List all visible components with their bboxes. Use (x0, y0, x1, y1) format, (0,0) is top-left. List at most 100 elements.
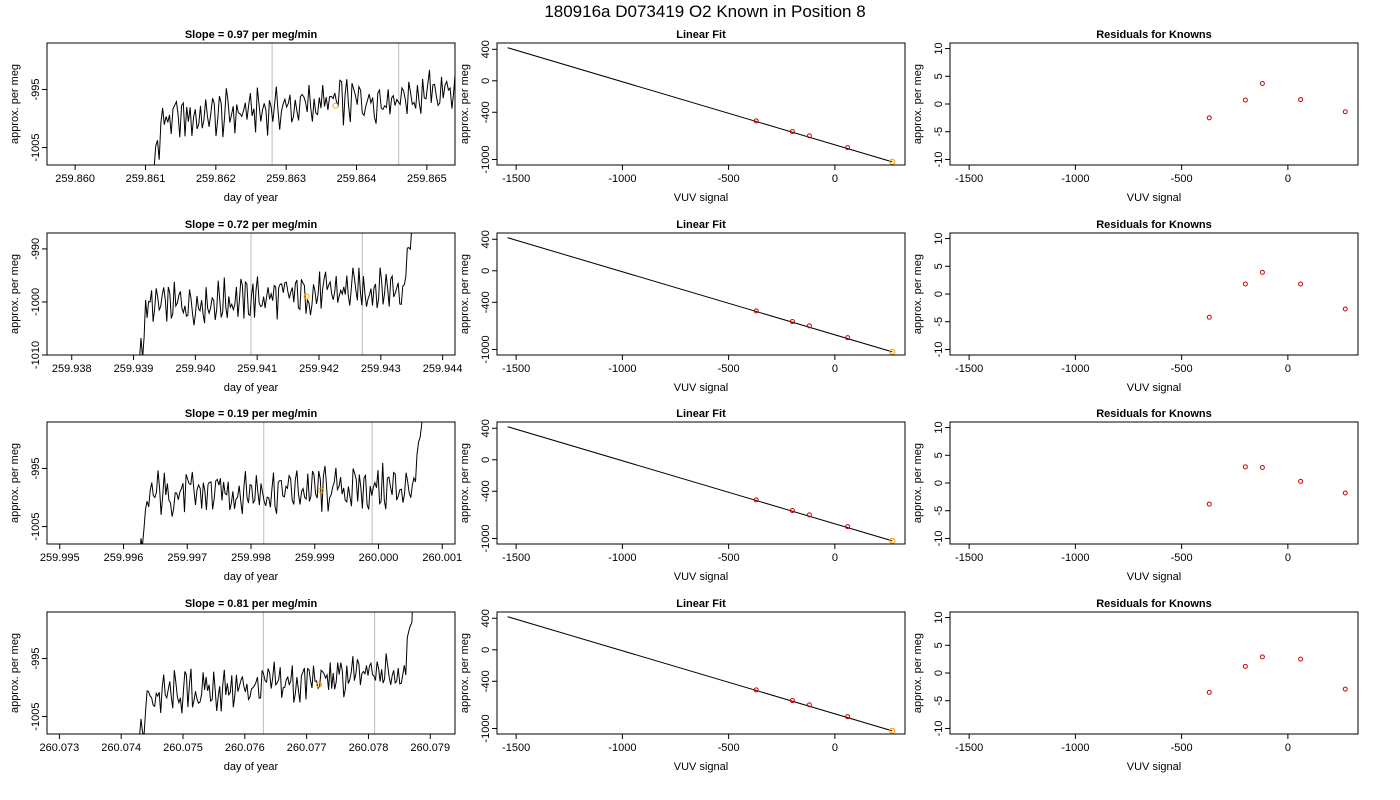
x-tick-label: 260.077 (287, 742, 327, 754)
x-axis-label: VUV signal (674, 761, 728, 773)
x-tick-label: 260.076 (225, 742, 265, 754)
y-axis-label: approx. per meg (459, 64, 471, 144)
x-axis-label: VUV signal (674, 571, 728, 583)
y-axis-label: approx. per meg (459, 633, 471, 713)
known-point (753, 687, 759, 693)
plot-frame (949, 232, 1359, 356)
x-tick-label: -500 (1171, 552, 1193, 564)
x-tick-label: -1500 (502, 742, 530, 754)
time-series-line (153, 68, 455, 165)
panel-title: Slope = 0.72 per meg/min (185, 219, 318, 231)
residual-point (1206, 689, 1212, 695)
x-tick-label: 260.074 (101, 742, 141, 754)
x-tick-label: 259.999 (295, 552, 335, 564)
known-point (753, 118, 759, 124)
panel-title: Residuals for Knowns (1096, 408, 1212, 420)
x-axis-label: day of year (224, 571, 279, 583)
panel-title: Residuals for Knowns (1096, 29, 1212, 41)
plot-area (153, 43, 455, 165)
y-axis-label: approx. per meg (912, 64, 924, 144)
y-tick-label: -1010 (30, 341, 42, 369)
y-axis-label: approx. per meg (9, 64, 21, 144)
y-tick-label: -1005 (30, 703, 42, 731)
panel-title: Linear Fit (676, 29, 726, 41)
panel-title: Residuals for Knowns (1096, 219, 1212, 231)
x-tick-label: 0 (832, 363, 838, 375)
x-axis-label: day of year (224, 761, 279, 773)
x-tick-label: -500 (718, 363, 740, 375)
plot-frame (46, 42, 456, 166)
x-tick-label: -1500 (955, 173, 983, 185)
panel-4-3: Residuals for Knowns -1500 -1000 -500 0 VUV s… (912, 598, 1359, 773)
y-tick-label: -5 (933, 127, 945, 137)
y-tick-label: 0 (480, 647, 492, 653)
x-tick-label: 259.861 (126, 173, 166, 185)
residual-point (1298, 97, 1304, 103)
y-tick-label: -400 (480, 480, 492, 502)
y-tick-label: 10 (933, 42, 945, 54)
residual-point (1259, 654, 1265, 660)
residual-point (1206, 314, 1212, 320)
panel-title: Slope = 0.97 per meg/min (185, 29, 318, 41)
x-tick-label: -1000 (608, 363, 636, 375)
x-tick-label: 259.998 (231, 552, 271, 564)
x-tick-label: 260.000 (359, 552, 399, 564)
known-point (845, 145, 851, 151)
y-tick-label: 5 (933, 263, 945, 269)
x-tick-label: 0 (1285, 173, 1291, 185)
x-tick-label: -1000 (608, 742, 636, 754)
x-tick-label: 259.996 (104, 552, 144, 564)
known-point (753, 497, 759, 503)
x-tick-label: 259.860 (55, 173, 95, 185)
residual-point (1242, 97, 1248, 103)
sample-marker (332, 102, 339, 109)
y-tick-label: -400 (480, 670, 492, 692)
y-tick-label: 5 (933, 452, 945, 458)
y-tick-label: -10 (933, 342, 945, 358)
panel-title: Slope = 0.81 per meg/min (185, 598, 318, 610)
panel-3-3: Residuals for Knowns -1500 -1000 -500 0 VUV s… (912, 408, 1359, 583)
fit-line (507, 616, 893, 732)
y-tick-label: 5 (933, 642, 945, 648)
residual-point (1298, 281, 1304, 287)
x-axis-label: day of year (224, 192, 279, 204)
known-point (806, 133, 812, 139)
known-point (789, 508, 795, 514)
sample-marker (303, 293, 310, 300)
fit-line (507, 426, 893, 542)
y-axis-label: approx. per meg (912, 443, 924, 523)
panel-grid: Slope = 0.97 per meg/min 259.860 259.861 25… (9, 29, 1359, 773)
y-axis-label: approx. per meg (459, 443, 471, 523)
x-tick-label: -1500 (955, 552, 983, 564)
x-tick-label: 0 (1285, 363, 1291, 375)
known-point (845, 714, 851, 720)
residual-point (1298, 656, 1304, 662)
x-tick-label: 0 (832, 173, 838, 185)
x-tick-label: -1000 (1061, 173, 1089, 185)
y-tick-label: -400 (480, 101, 492, 123)
y-tick-label: -5 (933, 696, 945, 706)
panel-title: Linear Fit (676, 598, 726, 610)
y-tick-label: -1000 (480, 335, 492, 363)
y-tick-label: 400 (480, 419, 492, 437)
residual-point (1259, 269, 1265, 275)
y-tick-label: 10 (933, 232, 945, 244)
y-tick-label: -995 (30, 457, 42, 479)
y-tick-label: -995 (30, 647, 42, 669)
x-tick-label: 260.073 (39, 742, 79, 754)
y-axis-label: approx. per meg (459, 254, 471, 334)
plot-frame (496, 232, 906, 356)
panel-1-3: Residuals for Knowns -1500 -1000 -500 0 VUV s… (912, 29, 1359, 204)
y-tick-label: 400 (480, 609, 492, 627)
x-tick-label: 259.944 (423, 363, 463, 375)
y-tick-label: -10 (933, 152, 945, 168)
x-tick-label: 259.863 (266, 173, 306, 185)
residual-point (1242, 281, 1248, 287)
x-tick-label: 259.942 (299, 363, 339, 375)
x-tick-label: -1500 (502, 552, 530, 564)
panel-2-1: Slope = 0.72 per meg/min 259.938 259.939 25… (9, 219, 463, 394)
x-tick-label: 0 (832, 552, 838, 564)
y-axis-label: approx. per meg (9, 633, 21, 713)
x-axis-label: VUV signal (674, 192, 728, 204)
